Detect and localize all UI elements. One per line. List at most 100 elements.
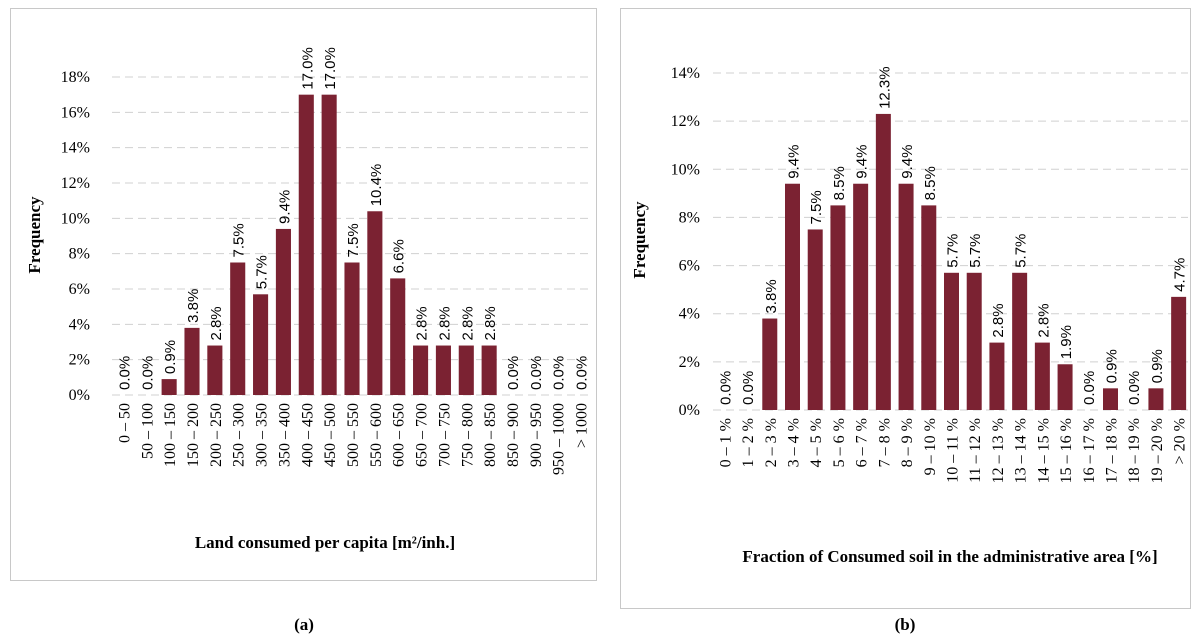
x-tick-label: 50 – 100 bbox=[139, 403, 156, 459]
y-tick-label: 12% bbox=[671, 113, 700, 130]
data-label: 9.4% bbox=[786, 145, 803, 179]
y-tick-label: 14% bbox=[671, 65, 700, 82]
x-tick-label: 650 – 700 bbox=[414, 403, 431, 467]
y-axis-title: Frequency bbox=[630, 201, 649, 279]
data-label: 0.0% bbox=[551, 356, 568, 390]
data-label: 0.0% bbox=[528, 356, 545, 390]
x-tick-label: 850 – 900 bbox=[505, 403, 522, 467]
bar bbox=[1057, 364, 1073, 410]
x-tick-label: 16 – 17 % bbox=[1081, 418, 1098, 483]
x-tick-label: 18 – 19 % bbox=[1126, 418, 1143, 483]
data-label: 5.7% bbox=[254, 255, 271, 289]
data-label: 1.9% bbox=[1058, 325, 1075, 359]
x-tick-label: 600 – 650 bbox=[391, 403, 408, 467]
panel-frame bbox=[620, 8, 1191, 609]
x-tick-label: 6 – 7 % bbox=[854, 418, 871, 467]
bar bbox=[413, 345, 429, 395]
y-tick-label: 10% bbox=[61, 210, 90, 227]
bar bbox=[253, 294, 269, 395]
x-tick-label: 2 – 3 % bbox=[763, 418, 780, 467]
y-tick-label: 16% bbox=[61, 104, 90, 121]
y-tick-label: 8% bbox=[69, 246, 90, 263]
x-axis-title: Fraction of Consumed soil in the adminis… bbox=[742, 547, 1158, 566]
bar bbox=[989, 342, 1005, 410]
data-label: 7.5% bbox=[231, 223, 248, 257]
data-label: 5.7% bbox=[1013, 234, 1030, 268]
data-label: 0.0% bbox=[1081, 371, 1098, 405]
bar bbox=[785, 183, 800, 410]
data-label: 0.0% bbox=[139, 356, 156, 390]
data-label: 7.5% bbox=[345, 223, 362, 257]
y-tick-label: 10% bbox=[671, 161, 700, 178]
bar bbox=[161, 379, 177, 395]
bar bbox=[853, 183, 869, 410]
bar bbox=[898, 183, 914, 410]
x-tick-label: 200 – 250 bbox=[208, 403, 225, 467]
data-label: 0.0% bbox=[505, 356, 522, 390]
x-tick-label: 9 – 10 % bbox=[922, 418, 939, 475]
data-label: 0.0% bbox=[1126, 371, 1143, 405]
bar bbox=[298, 94, 314, 396]
bar bbox=[921, 205, 937, 410]
data-label: 3.8% bbox=[185, 289, 202, 323]
bar bbox=[390, 278, 406, 395]
data-label: 2.8% bbox=[1035, 303, 1052, 337]
x-tick-label: 550 – 600 bbox=[368, 403, 385, 467]
data-label: 8.5% bbox=[922, 166, 939, 200]
panel-frame bbox=[10, 8, 597, 581]
bar bbox=[1034, 342, 1050, 410]
data-label: 0.9% bbox=[1149, 349, 1166, 383]
y-tick-label: 2% bbox=[69, 352, 90, 369]
data-label: 9.4% bbox=[276, 190, 293, 224]
x-tick-label: 15 – 16 % bbox=[1058, 418, 1075, 483]
x-tick-label: 150 – 200 bbox=[185, 403, 202, 467]
data-label: 2.8% bbox=[459, 306, 476, 340]
data-label: 2.8% bbox=[482, 306, 499, 340]
data-label: 6.6% bbox=[391, 239, 408, 273]
data-label: 0.0% bbox=[740, 371, 757, 405]
x-tick-label: 12 – 13 % bbox=[990, 418, 1007, 483]
x-tick-label: 800 – 850 bbox=[482, 403, 499, 467]
panel-label: (b) bbox=[895, 615, 916, 634]
bar bbox=[344, 262, 360, 395]
data-label: 8.5% bbox=[831, 166, 848, 200]
data-label: 5.7% bbox=[945, 234, 962, 268]
x-tick-label: 11 – 12 % bbox=[967, 418, 984, 483]
data-label: 17.0% bbox=[299, 47, 316, 90]
x-tick-label: 900 – 950 bbox=[528, 403, 545, 467]
data-label: 7.5% bbox=[808, 190, 825, 224]
data-label: 2.8% bbox=[436, 306, 453, 340]
x-tick-label: 500 – 550 bbox=[345, 403, 362, 467]
bar bbox=[944, 272, 959, 410]
data-label: 2.8% bbox=[990, 303, 1007, 337]
data-label: 12.3% bbox=[876, 66, 893, 109]
x-tick-label: 8 – 9 % bbox=[899, 418, 916, 467]
bar bbox=[875, 113, 891, 411]
x-tick-label: 14 – 15 % bbox=[1035, 418, 1052, 483]
y-tick-label: 4% bbox=[679, 306, 700, 323]
x-tick-label: 1 – 2 % bbox=[740, 418, 757, 467]
x-tick-label: 0 – 50 bbox=[116, 403, 133, 443]
y-tick-label: 18% bbox=[61, 69, 90, 86]
bar bbox=[207, 345, 223, 395]
x-tick-label: 450 – 500 bbox=[322, 403, 339, 467]
x-tick-label: 250 – 300 bbox=[231, 403, 248, 467]
data-label: 4.7% bbox=[1172, 258, 1189, 292]
bar bbox=[481, 345, 497, 395]
bar bbox=[966, 272, 982, 410]
y-tick-label: 0% bbox=[69, 387, 90, 404]
bar bbox=[1171, 296, 1187, 410]
x-tick-label: 13 – 14 % bbox=[1013, 418, 1030, 483]
bar bbox=[184, 327, 200, 395]
bar bbox=[1012, 272, 1028, 410]
bar bbox=[830, 205, 846, 410]
x-tick-label: > 20 % bbox=[1172, 418, 1189, 464]
bar bbox=[275, 228, 291, 395]
y-axis-title: Frequency bbox=[25, 196, 44, 274]
data-label: 0.9% bbox=[162, 340, 179, 374]
x-axis-title: Land consumed per capita [m²/inh.] bbox=[194, 533, 456, 552]
y-tick-label: 14% bbox=[61, 140, 90, 157]
x-tick-label: 19 – 20 % bbox=[1149, 418, 1166, 483]
